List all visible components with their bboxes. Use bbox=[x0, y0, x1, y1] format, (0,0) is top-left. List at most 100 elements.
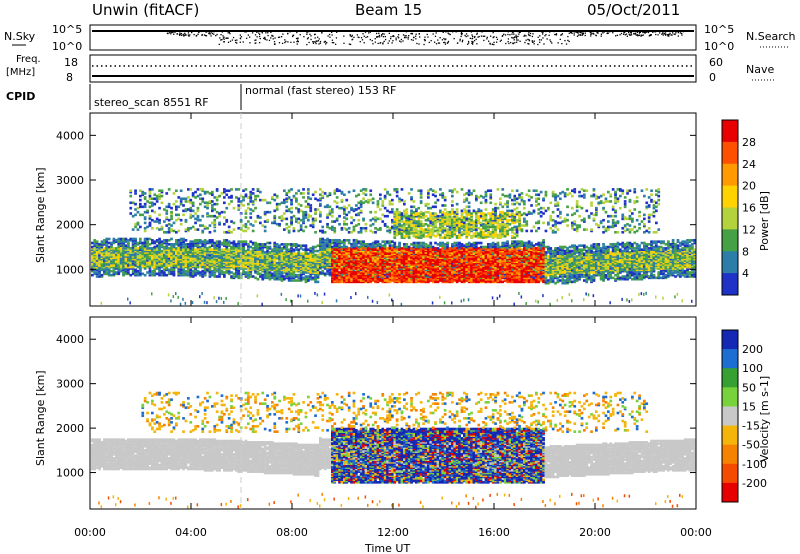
power-cell bbox=[271, 196, 274, 199]
power-cell bbox=[405, 245, 409, 249]
power-cell bbox=[410, 256, 413, 260]
nsearch-point bbox=[211, 31, 213, 33]
power-cell bbox=[95, 265, 99, 269]
power-cell bbox=[343, 276, 346, 280]
power-cell bbox=[383, 273, 387, 277]
power-cell bbox=[299, 224, 303, 227]
power-cell bbox=[357, 272, 361, 276]
power-cell bbox=[103, 239, 106, 242]
nsearch-point bbox=[489, 35, 492, 37]
power-cell bbox=[273, 255, 277, 258]
power-cell bbox=[386, 263, 389, 266]
power-cell bbox=[268, 257, 272, 261]
power-cell bbox=[422, 255, 425, 258]
power-cell bbox=[419, 257, 423, 261]
power-cell bbox=[158, 255, 161, 258]
power-cell bbox=[287, 272, 291, 276]
power-cell bbox=[213, 265, 217, 269]
power-cell bbox=[103, 247, 106, 250]
power-cell bbox=[256, 268, 260, 272]
power-cell bbox=[256, 257, 260, 261]
power-cell bbox=[369, 198, 373, 202]
nsearch-point bbox=[435, 32, 437, 34]
power-cell bbox=[151, 259, 154, 262]
nsearch-point bbox=[369, 31, 371, 33]
power-cell bbox=[256, 248, 260, 252]
power-cell bbox=[232, 244, 236, 247]
power-cell bbox=[122, 272, 125, 276]
power-cell bbox=[369, 229, 373, 233]
power-cell bbox=[179, 273, 183, 277]
power-cell bbox=[405, 275, 409, 278]
power-cell bbox=[136, 261, 140, 265]
power-cell bbox=[95, 247, 99, 250]
power-cell bbox=[172, 249, 176, 253]
power-cell bbox=[393, 221, 397, 225]
power-cell bbox=[98, 263, 101, 266]
power-cell bbox=[304, 249, 308, 253]
power-cell bbox=[295, 220, 298, 223]
power-cell bbox=[376, 241, 380, 245]
nsearch-point bbox=[264, 37, 266, 40]
power-cell bbox=[412, 233, 416, 237]
power-cell bbox=[405, 257, 409, 261]
power-cell bbox=[194, 257, 197, 261]
power-cell bbox=[398, 243, 401, 246]
power-cell bbox=[364, 273, 368, 277]
power-cell bbox=[271, 268, 274, 272]
power-cell bbox=[196, 245, 200, 249]
power-cell bbox=[107, 237, 111, 241]
power-cell bbox=[326, 252, 329, 256]
power-cell bbox=[376, 265, 380, 269]
power-cell bbox=[371, 267, 375, 270]
power-cell bbox=[393, 265, 397, 269]
power-cell bbox=[295, 200, 298, 203]
power-cell bbox=[129, 301, 131, 305]
power-cell bbox=[117, 271, 121, 274]
nsearch-point bbox=[184, 32, 186, 34]
power-cell bbox=[292, 252, 296, 256]
power-cell bbox=[247, 252, 250, 256]
power-cell bbox=[235, 260, 238, 264]
power-cell bbox=[383, 265, 387, 269]
power-cell bbox=[254, 259, 257, 262]
power-cell bbox=[357, 201, 361, 205]
power-cell bbox=[170, 255, 173, 258]
power-cell bbox=[321, 196, 325, 199]
power-cell bbox=[367, 268, 370, 272]
power-cell bbox=[395, 248, 399, 252]
power-cell bbox=[307, 218, 310, 222]
power-cell bbox=[275, 269, 279, 273]
power-cell bbox=[93, 244, 97, 247]
power-cell bbox=[328, 209, 332, 213]
nsearch-point bbox=[239, 37, 242, 40]
power-cell bbox=[323, 265, 327, 269]
power-cell bbox=[136, 263, 140, 266]
power-cell bbox=[333, 277, 337, 281]
nsearch-point bbox=[476, 33, 478, 35]
power-cell bbox=[371, 277, 375, 281]
power-cell bbox=[266, 251, 269, 254]
power-cell bbox=[275, 276, 279, 280]
power-cell bbox=[393, 249, 397, 253]
power-cell bbox=[98, 257, 101, 261]
power-cell bbox=[381, 264, 385, 268]
power-cell bbox=[203, 225, 207, 229]
nsearch-point bbox=[407, 38, 409, 40]
power-cell bbox=[364, 189, 368, 193]
power-cell bbox=[273, 269, 277, 273]
power-cell bbox=[115, 263, 118, 266]
power-cell bbox=[311, 222, 315, 226]
power-cell bbox=[359, 257, 363, 261]
nsearch-point bbox=[518, 33, 520, 35]
power-cell bbox=[287, 255, 291, 258]
power-cell bbox=[391, 247, 394, 250]
nsearch-point bbox=[630, 31, 632, 34]
power-cell bbox=[148, 269, 152, 273]
power-cell bbox=[417, 244, 421, 247]
nsearch-point bbox=[306, 38, 309, 40]
power-cell bbox=[309, 252, 313, 256]
nsearch-point bbox=[231, 39, 234, 41]
power-cell bbox=[189, 252, 193, 256]
power-cell bbox=[319, 259, 322, 262]
